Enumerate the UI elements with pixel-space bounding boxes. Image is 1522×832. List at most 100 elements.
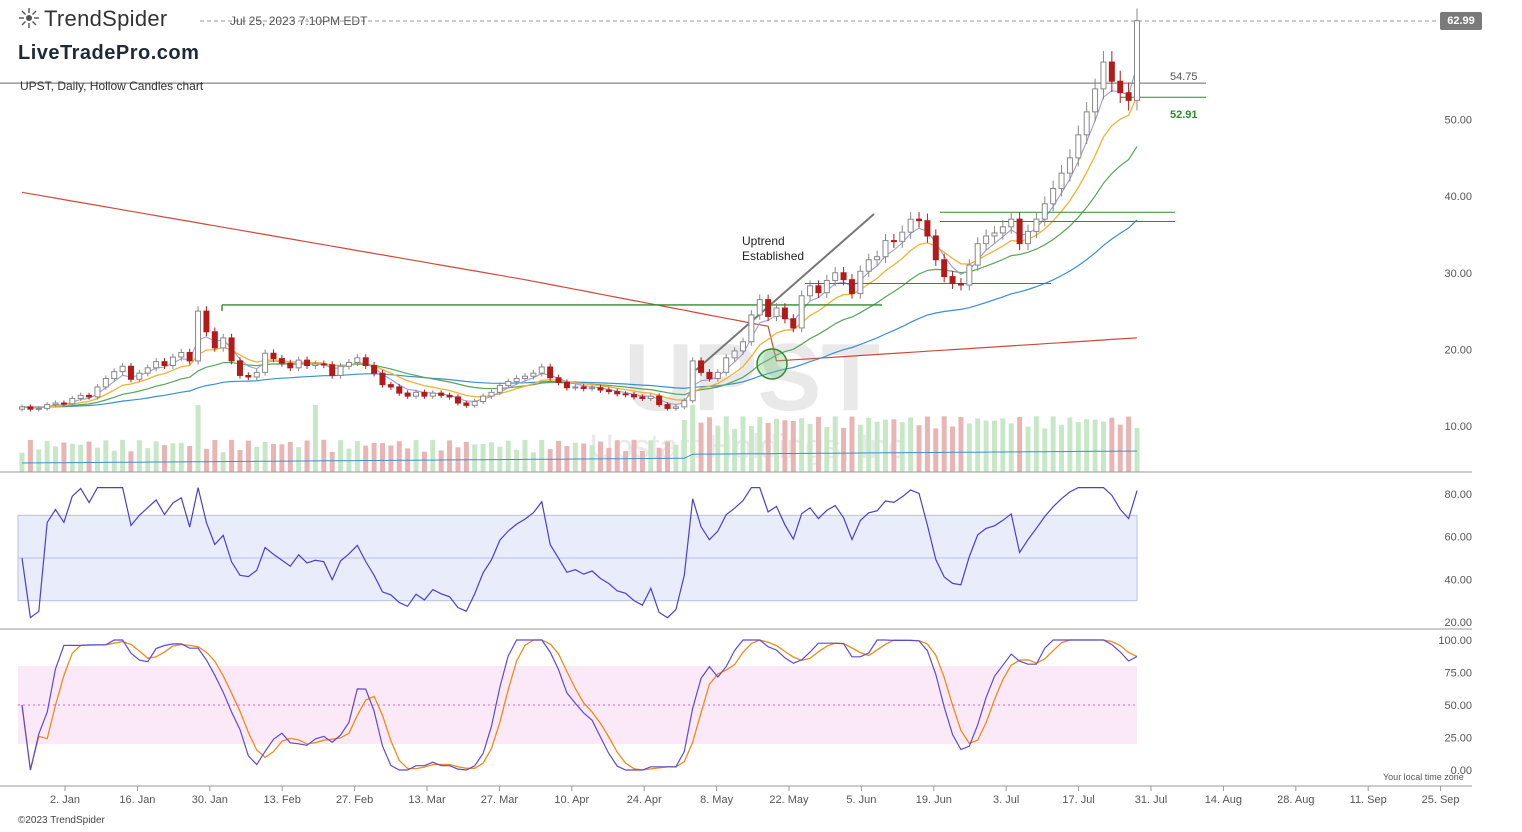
candle-body [505, 381, 512, 386]
candle-body [765, 299, 772, 317]
volume-bar [849, 416, 855, 472]
candle-body [949, 276, 956, 285]
volume-bar [472, 444, 478, 472]
volume-bar [61, 442, 67, 472]
candle-body [698, 360, 705, 373]
candle-body [614, 391, 621, 395]
volume-bar [19, 452, 25, 472]
candle-body [379, 372, 386, 386]
volume-bar [1050, 416, 1056, 472]
price-tick-label: 20.00 [1444, 344, 1472, 356]
candle-body [236, 360, 243, 376]
volume-bar [665, 441, 671, 472]
volume-bar [136, 440, 142, 472]
candle-body [86, 394, 93, 398]
candle-body [354, 357, 361, 363]
candle-body [991, 232, 998, 237]
x-tick-label: 24. Apr [627, 794, 662, 806]
chart-subtitle: UPST, Daily, Hollow Candles chart [20, 79, 204, 93]
candle-body [522, 375, 529, 380]
brand-logo[interactable]: TrendSpider [18, 6, 168, 32]
volume-bar [203, 448, 209, 472]
candle-body [253, 371, 260, 378]
volume-bar [279, 444, 285, 472]
x-tick-label: 10. Apr [554, 794, 589, 806]
rsi-panel[interactable] [17, 487, 1138, 619]
candle-body [689, 360, 696, 402]
candle-body [19, 406, 25, 410]
volume-bar [229, 439, 235, 472]
volume-bar [271, 444, 277, 472]
volume-bar [832, 416, 838, 472]
candle-body [823, 279, 830, 294]
x-tick-label: 31. Jul [1135, 794, 1167, 806]
volume-bar [321, 439, 327, 472]
candle-body [731, 350, 738, 359]
candle-body [136, 372, 143, 380]
price-panel[interactable] [0, 8, 1438, 472]
price-tick-label: 30.00 [1444, 268, 1472, 280]
stochastic-tick-label: 50.00 [1444, 700, 1472, 712]
candle-body [932, 235, 939, 261]
trendspider-icon [19, 8, 39, 28]
uptrend-trendline [695, 213, 875, 371]
stochastic-tick-label: 100.00 [1438, 635, 1472, 647]
volume-bar [170, 443, 176, 472]
candle-body [312, 363, 319, 366]
candle-body [681, 400, 688, 408]
candle-body [1075, 134, 1082, 159]
volume-bar [103, 440, 109, 472]
candle-body [262, 352, 269, 373]
ema-9-line [21, 96, 1138, 409]
volume-bar [983, 420, 989, 472]
stochastic-panel[interactable] [18, 639, 1138, 771]
candle-body [639, 396, 646, 399]
candle-body [421, 391, 428, 397]
level-upper-label: 54.75 [1170, 71, 1198, 83]
x-tick-label: 13. Mar [408, 794, 446, 806]
volume-bar [1109, 417, 1115, 472]
candle-body [178, 351, 185, 358]
volume-bar [841, 427, 847, 472]
candle-body [320, 363, 327, 366]
price-tick-label: 50.00 [1444, 115, 1472, 127]
candle-body [1058, 172, 1065, 189]
volume-bar [614, 440, 620, 472]
rsi-tick-label: 80.00 [1444, 489, 1472, 501]
candle-body [429, 392, 436, 397]
x-tick-label: 28. Aug [1277, 794, 1314, 806]
ema-4-line [21, 65, 1138, 409]
volume-bar [891, 419, 897, 472]
candle-body [52, 402, 59, 406]
volume-bar [1075, 422, 1081, 472]
volume-bar [413, 440, 419, 472]
volume-bar [312, 405, 318, 472]
volume-bar [1117, 424, 1123, 472]
candle-body [983, 235, 990, 245]
candle-body [454, 396, 461, 404]
volume-bar [338, 440, 344, 472]
candle-body [169, 356, 176, 366]
candle-body [1033, 218, 1040, 232]
candle-body [957, 283, 964, 286]
candle-body [1134, 20, 1140, 101]
candle-body [647, 395, 654, 399]
candle-body [1100, 61, 1107, 90]
volume-bar [950, 426, 956, 472]
candle-body [60, 402, 67, 405]
volume-bar [824, 427, 830, 472]
volume-bar [396, 441, 402, 472]
volume-bar [547, 449, 553, 472]
x-tick-label: 22. May [769, 794, 809, 806]
volume-bar [296, 447, 302, 472]
volume-bar [941, 416, 947, 472]
candle-body [790, 318, 797, 329]
local-time-label: Your local time zone [1383, 772, 1464, 782]
volume-bar [916, 425, 922, 472]
volume-bar [656, 447, 662, 472]
candle-body [538, 366, 545, 374]
candle-body [270, 352, 277, 360]
candle-body [563, 381, 570, 389]
volume-bar [732, 428, 738, 472]
